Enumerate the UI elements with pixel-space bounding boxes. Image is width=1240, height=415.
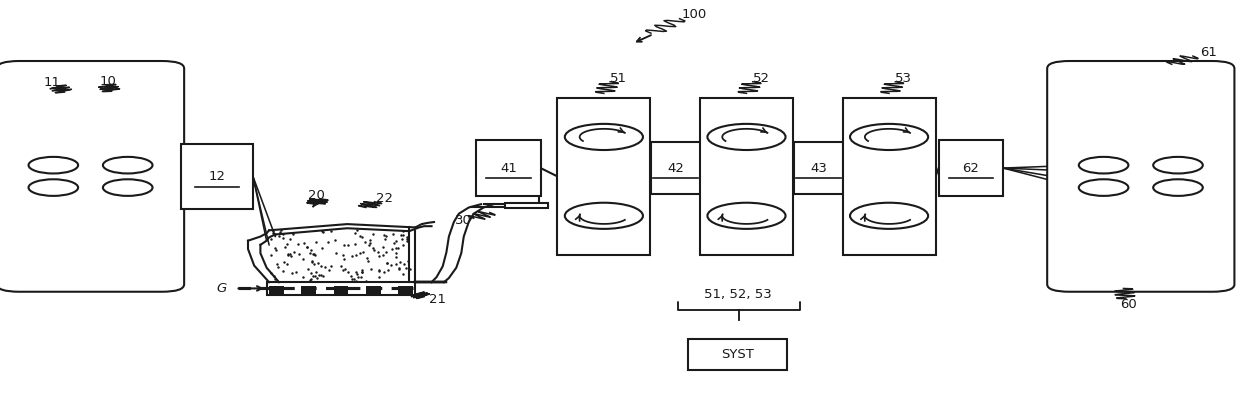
Bar xyxy=(939,140,1003,196)
Text: SYST: SYST xyxy=(722,348,754,361)
Text: 30: 30 xyxy=(455,214,472,227)
Text: G: G xyxy=(217,282,227,295)
FancyBboxPatch shape xyxy=(1047,61,1235,292)
Bar xyxy=(699,98,794,255)
Text: 52: 52 xyxy=(753,72,770,85)
Text: 21: 21 xyxy=(429,293,446,306)
Text: 22: 22 xyxy=(376,192,393,205)
Bar xyxy=(267,282,415,295)
FancyBboxPatch shape xyxy=(0,61,184,292)
Text: 12: 12 xyxy=(208,170,226,183)
Bar xyxy=(334,286,348,294)
Text: 41: 41 xyxy=(500,161,517,175)
Text: 42: 42 xyxy=(667,161,684,175)
Bar xyxy=(476,140,541,196)
Bar xyxy=(398,286,413,294)
Bar xyxy=(301,286,316,294)
Text: 62: 62 xyxy=(962,161,980,175)
Text: 53: 53 xyxy=(895,72,913,85)
Text: 11: 11 xyxy=(43,76,61,90)
Text: 10: 10 xyxy=(99,75,117,88)
Bar xyxy=(269,286,284,294)
Bar xyxy=(505,203,548,208)
Bar xyxy=(794,142,843,194)
Text: 61: 61 xyxy=(1200,46,1218,59)
Bar xyxy=(366,286,381,294)
Bar xyxy=(688,339,787,371)
Text: 51: 51 xyxy=(610,72,627,85)
Bar xyxy=(558,98,650,255)
Text: 100: 100 xyxy=(682,8,707,21)
Bar xyxy=(181,144,253,209)
Text: 60: 60 xyxy=(1120,298,1137,311)
Bar xyxy=(651,142,701,194)
Bar xyxy=(843,98,935,255)
Text: 51, 52, 53: 51, 52, 53 xyxy=(704,288,771,301)
Text: 43: 43 xyxy=(810,161,827,175)
Text: 20: 20 xyxy=(308,188,325,202)
